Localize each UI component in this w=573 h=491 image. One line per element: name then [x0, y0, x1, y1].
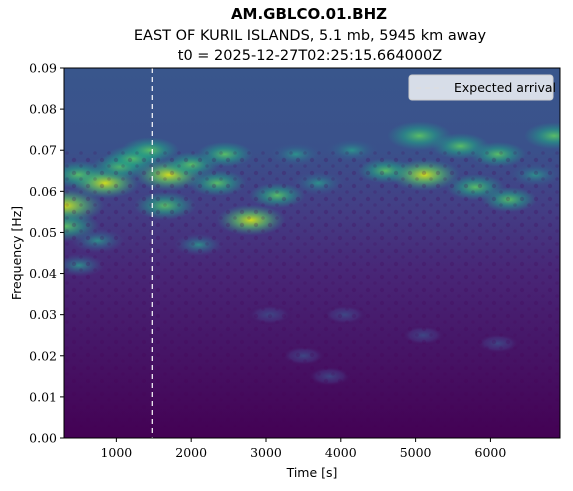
x-axis-ticks: 1000 2000 3000 4000 5000 6000 — [100, 438, 506, 460]
x-tick-label: 2000 — [175, 445, 207, 460]
y-tick-label: 0.05 — [29, 225, 57, 240]
legend-label: Expected arrival — [454, 80, 556, 95]
plot-frame — [63, 67, 561, 439]
y-axis-label: Frequency [Hz] — [9, 206, 24, 300]
x-tick-label: 6000 — [475, 445, 507, 460]
spectrogram-texture — [64, 150, 560, 438]
y-tick-label: 0.04 — [29, 266, 57, 281]
y-tick-label: 0.02 — [29, 348, 57, 363]
y-tick-label: 0.07 — [29, 143, 57, 158]
x-tick-label: 5000 — [400, 445, 432, 460]
y-tick-label: 0.09 — [29, 61, 57, 76]
legend-box — [408, 74, 554, 101]
x-tick-label: 1000 — [100, 445, 132, 460]
x-tick-label: 3000 — [250, 445, 282, 460]
y-tick-label: 0.06 — [29, 184, 57, 199]
chart-subtitle-event: EAST OF KURIL ISLANDS, 5.1 mb, 5945 km a… — [134, 28, 487, 44]
plot-area — [64, 68, 560, 438]
y-tick-label: 0.00 — [29, 431, 57, 446]
y-tick-label: 0.03 — [29, 307, 57, 322]
spectrogram-hotspot — [523, 122, 560, 150]
y-tick-label: 0.08 — [29, 102, 57, 117]
chart-title: AM.GBLCO.01.BHZ — [231, 5, 387, 23]
x-tick-label: 4000 — [325, 445, 357, 460]
y-tick-label: 0.01 — [29, 389, 57, 404]
y-axis-ticks: 0.00 0.01 0.02 0.03 0.04 0.05 0.06 0.07 0.08 0.09 — [29, 61, 64, 446]
x-axis-label: Time [s] — [286, 465, 338, 480]
chart-subtitle-time: t0 = 2025-12-27T02:25:15.664000Z — [178, 48, 442, 64]
legend: Expected arrival — [408, 74, 556, 101]
